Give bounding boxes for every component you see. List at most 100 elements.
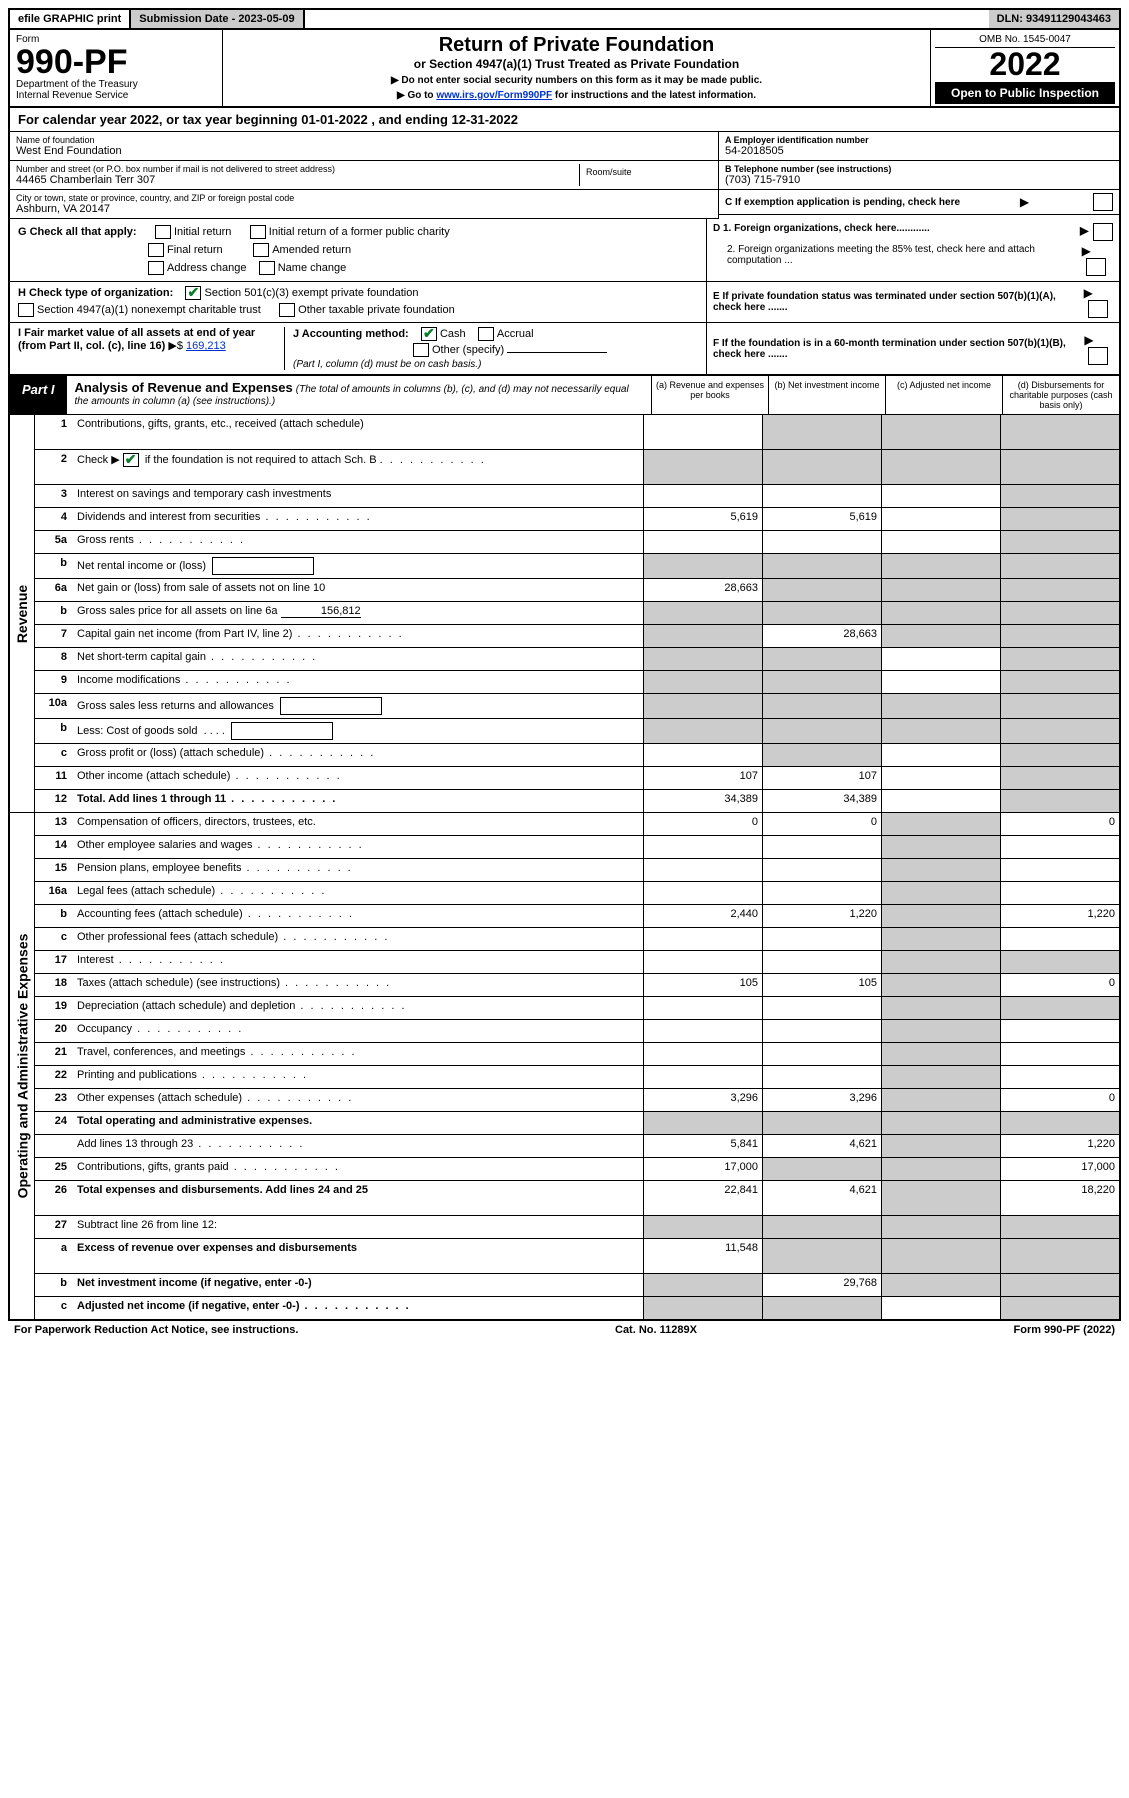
arrow-icon: ▶ xyxy=(1082,244,1091,258)
cash-checkbox[interactable] xyxy=(421,327,437,341)
final-return: Final return xyxy=(167,244,223,256)
l23d: 0 xyxy=(1000,1089,1119,1111)
ln-no: b xyxy=(35,554,73,578)
ln-no: 21 xyxy=(35,1043,73,1065)
d-block: D 1. Foreign organizations, check here..… xyxy=(706,219,1119,281)
l13a: 0 xyxy=(643,813,762,835)
line-19: Depreciation (attach schedule) and deple… xyxy=(73,997,643,1019)
ln-no: 6a xyxy=(35,579,73,601)
fmv-value[interactable]: 169,213 xyxy=(186,340,226,352)
line-5b: Net rental income or (loss) xyxy=(73,554,643,578)
col-a-hdr: (a) Revenue and expenses per books xyxy=(651,376,768,414)
footer: For Paperwork Reduction Act Notice, see … xyxy=(8,1321,1121,1339)
ln-no: 15 xyxy=(35,859,73,881)
l6aa: 28,663 xyxy=(643,579,762,601)
line-1: Contributions, gifts, grants, etc., rece… xyxy=(73,415,643,449)
line-10c: Gross profit or (loss) (attach schedule) xyxy=(73,744,643,766)
ln-no: 16a xyxy=(35,882,73,904)
part1-title-cell: Analysis of Revenue and Expenses (The to… xyxy=(67,376,651,414)
h-block: H Check type of organization: Section 50… xyxy=(10,282,706,322)
l26d: 18,220 xyxy=(1000,1181,1119,1215)
g-label: G Check all that apply: xyxy=(18,226,137,238)
l23a: 3,296 xyxy=(643,1089,762,1111)
ln-no: 22 xyxy=(35,1066,73,1088)
c-label: C If exemption application is pending, c… xyxy=(725,197,960,208)
d1-label: D 1. Foreign organizations, check here..… xyxy=(713,223,930,241)
ln-no: 12 xyxy=(35,790,73,812)
spacer xyxy=(305,10,989,28)
l4a: 5,619 xyxy=(643,508,762,530)
ln-no: 19 xyxy=(35,997,73,1019)
addr-change: Address change xyxy=(167,262,247,274)
addr-label: Number and street (or P.O. box number if… xyxy=(16,164,579,174)
h-e-row: H Check type of organization: Section 50… xyxy=(8,282,1121,323)
d2-label: 2. Foreign organizations meeting the 85%… xyxy=(727,244,1082,276)
phone: (703) 715-7910 xyxy=(725,174,1113,186)
arrow-icon: ▶ xyxy=(1084,286,1093,300)
ln-no: 18 xyxy=(35,974,73,996)
form-subtitle: or Section 4947(a)(1) Trust Treated as P… xyxy=(231,57,922,71)
header-right: OMB No. 1545-0047 2022 Open to Public In… xyxy=(930,30,1119,106)
part1-title: Analysis of Revenue and Expenses xyxy=(75,380,293,395)
l26a: 22,841 xyxy=(643,1181,762,1215)
l26b: 4,621 xyxy=(762,1181,881,1215)
ln-no: 27 xyxy=(35,1216,73,1238)
f-checkbox[interactable] xyxy=(1088,347,1108,365)
part1-label: Part I xyxy=(10,376,67,414)
l16bd: 1,220 xyxy=(1000,905,1119,927)
revenue-table: Revenue 1Contributions, gifts, grants, e… xyxy=(8,415,1121,813)
footer-center: Cat. No. 11289X xyxy=(615,1324,697,1336)
l16bb: 1,220 xyxy=(762,905,881,927)
amended-return-checkbox[interactable] xyxy=(253,243,269,257)
l23b: 3,296 xyxy=(762,1089,881,1111)
ln-no: 2 xyxy=(35,450,73,484)
c-checkbox[interactable] xyxy=(1093,193,1113,211)
col-b-hdr: (b) Net investment income xyxy=(768,376,885,414)
top-bar: efile GRAPHIC print Submission Date - 20… xyxy=(8,8,1121,30)
line-26: Total expenses and disbursements. Add li… xyxy=(73,1181,643,1215)
other-taxable: Other taxable private foundation xyxy=(298,304,455,316)
other-checkbox[interactable] xyxy=(413,343,429,357)
name-change-checkbox[interactable] xyxy=(259,261,275,275)
l25d: 17,000 xyxy=(1000,1158,1119,1180)
501c3-checkbox[interactable] xyxy=(185,286,201,300)
initial-return-checkbox[interactable] xyxy=(155,225,171,239)
ln-no: 1 xyxy=(35,415,73,449)
efile-print[interactable]: efile GRAPHIC print xyxy=(10,10,131,28)
d2-checkbox[interactable] xyxy=(1086,258,1106,276)
ln-no: 25 xyxy=(35,1158,73,1180)
d1-checkbox[interactable] xyxy=(1093,223,1113,241)
line-3: Interest on savings and temporary cash i… xyxy=(73,485,643,507)
arrow-icon: ▶ xyxy=(1084,333,1093,347)
line-9: Income modifications xyxy=(73,671,643,693)
addr-change-checkbox[interactable] xyxy=(148,261,164,275)
inline-box xyxy=(212,557,314,575)
501c3: Section 501(c)(3) exempt private foundat… xyxy=(204,287,418,299)
line-22: Printing and publications xyxy=(73,1066,643,1088)
name-label: Name of foundation xyxy=(16,135,712,145)
l18b: 105 xyxy=(762,974,881,996)
instr-2-post: for instructions and the latest informat… xyxy=(555,90,756,101)
ln-no: b xyxy=(35,719,73,743)
line-14: Other employee salaries and wages xyxy=(73,836,643,858)
l25a: 17,000 xyxy=(643,1158,762,1180)
sch-b-checkbox[interactable] xyxy=(123,453,139,467)
g-block: G Check all that apply: Initial return I… xyxy=(10,219,706,281)
ln-no: 20 xyxy=(35,1020,73,1042)
form990pf-link[interactable]: www.irs.gov/Form990PF xyxy=(436,90,552,101)
line-8: Net short-term capital gain xyxy=(73,648,643,670)
other-taxable-checkbox[interactable] xyxy=(279,303,295,317)
j-label: J Accounting method: xyxy=(293,328,409,340)
cell xyxy=(1000,415,1119,449)
final-return-checkbox[interactable] xyxy=(148,243,164,257)
e-checkbox[interactable] xyxy=(1088,300,1108,318)
accrual-checkbox[interactable] xyxy=(478,327,494,341)
initial-former-checkbox[interactable] xyxy=(250,225,266,239)
4947-checkbox[interactable] xyxy=(18,303,34,317)
address: 44465 Chamberlain Terr 307 xyxy=(16,174,579,186)
line-16a: Legal fees (attach schedule) xyxy=(73,882,643,904)
l7b: 28,663 xyxy=(762,625,881,647)
line-12: Total. Add lines 1 through 11 xyxy=(73,790,643,812)
line-20: Occupancy xyxy=(73,1020,643,1042)
calendar-year-line: For calendar year 2022, or tax year begi… xyxy=(8,108,1121,132)
